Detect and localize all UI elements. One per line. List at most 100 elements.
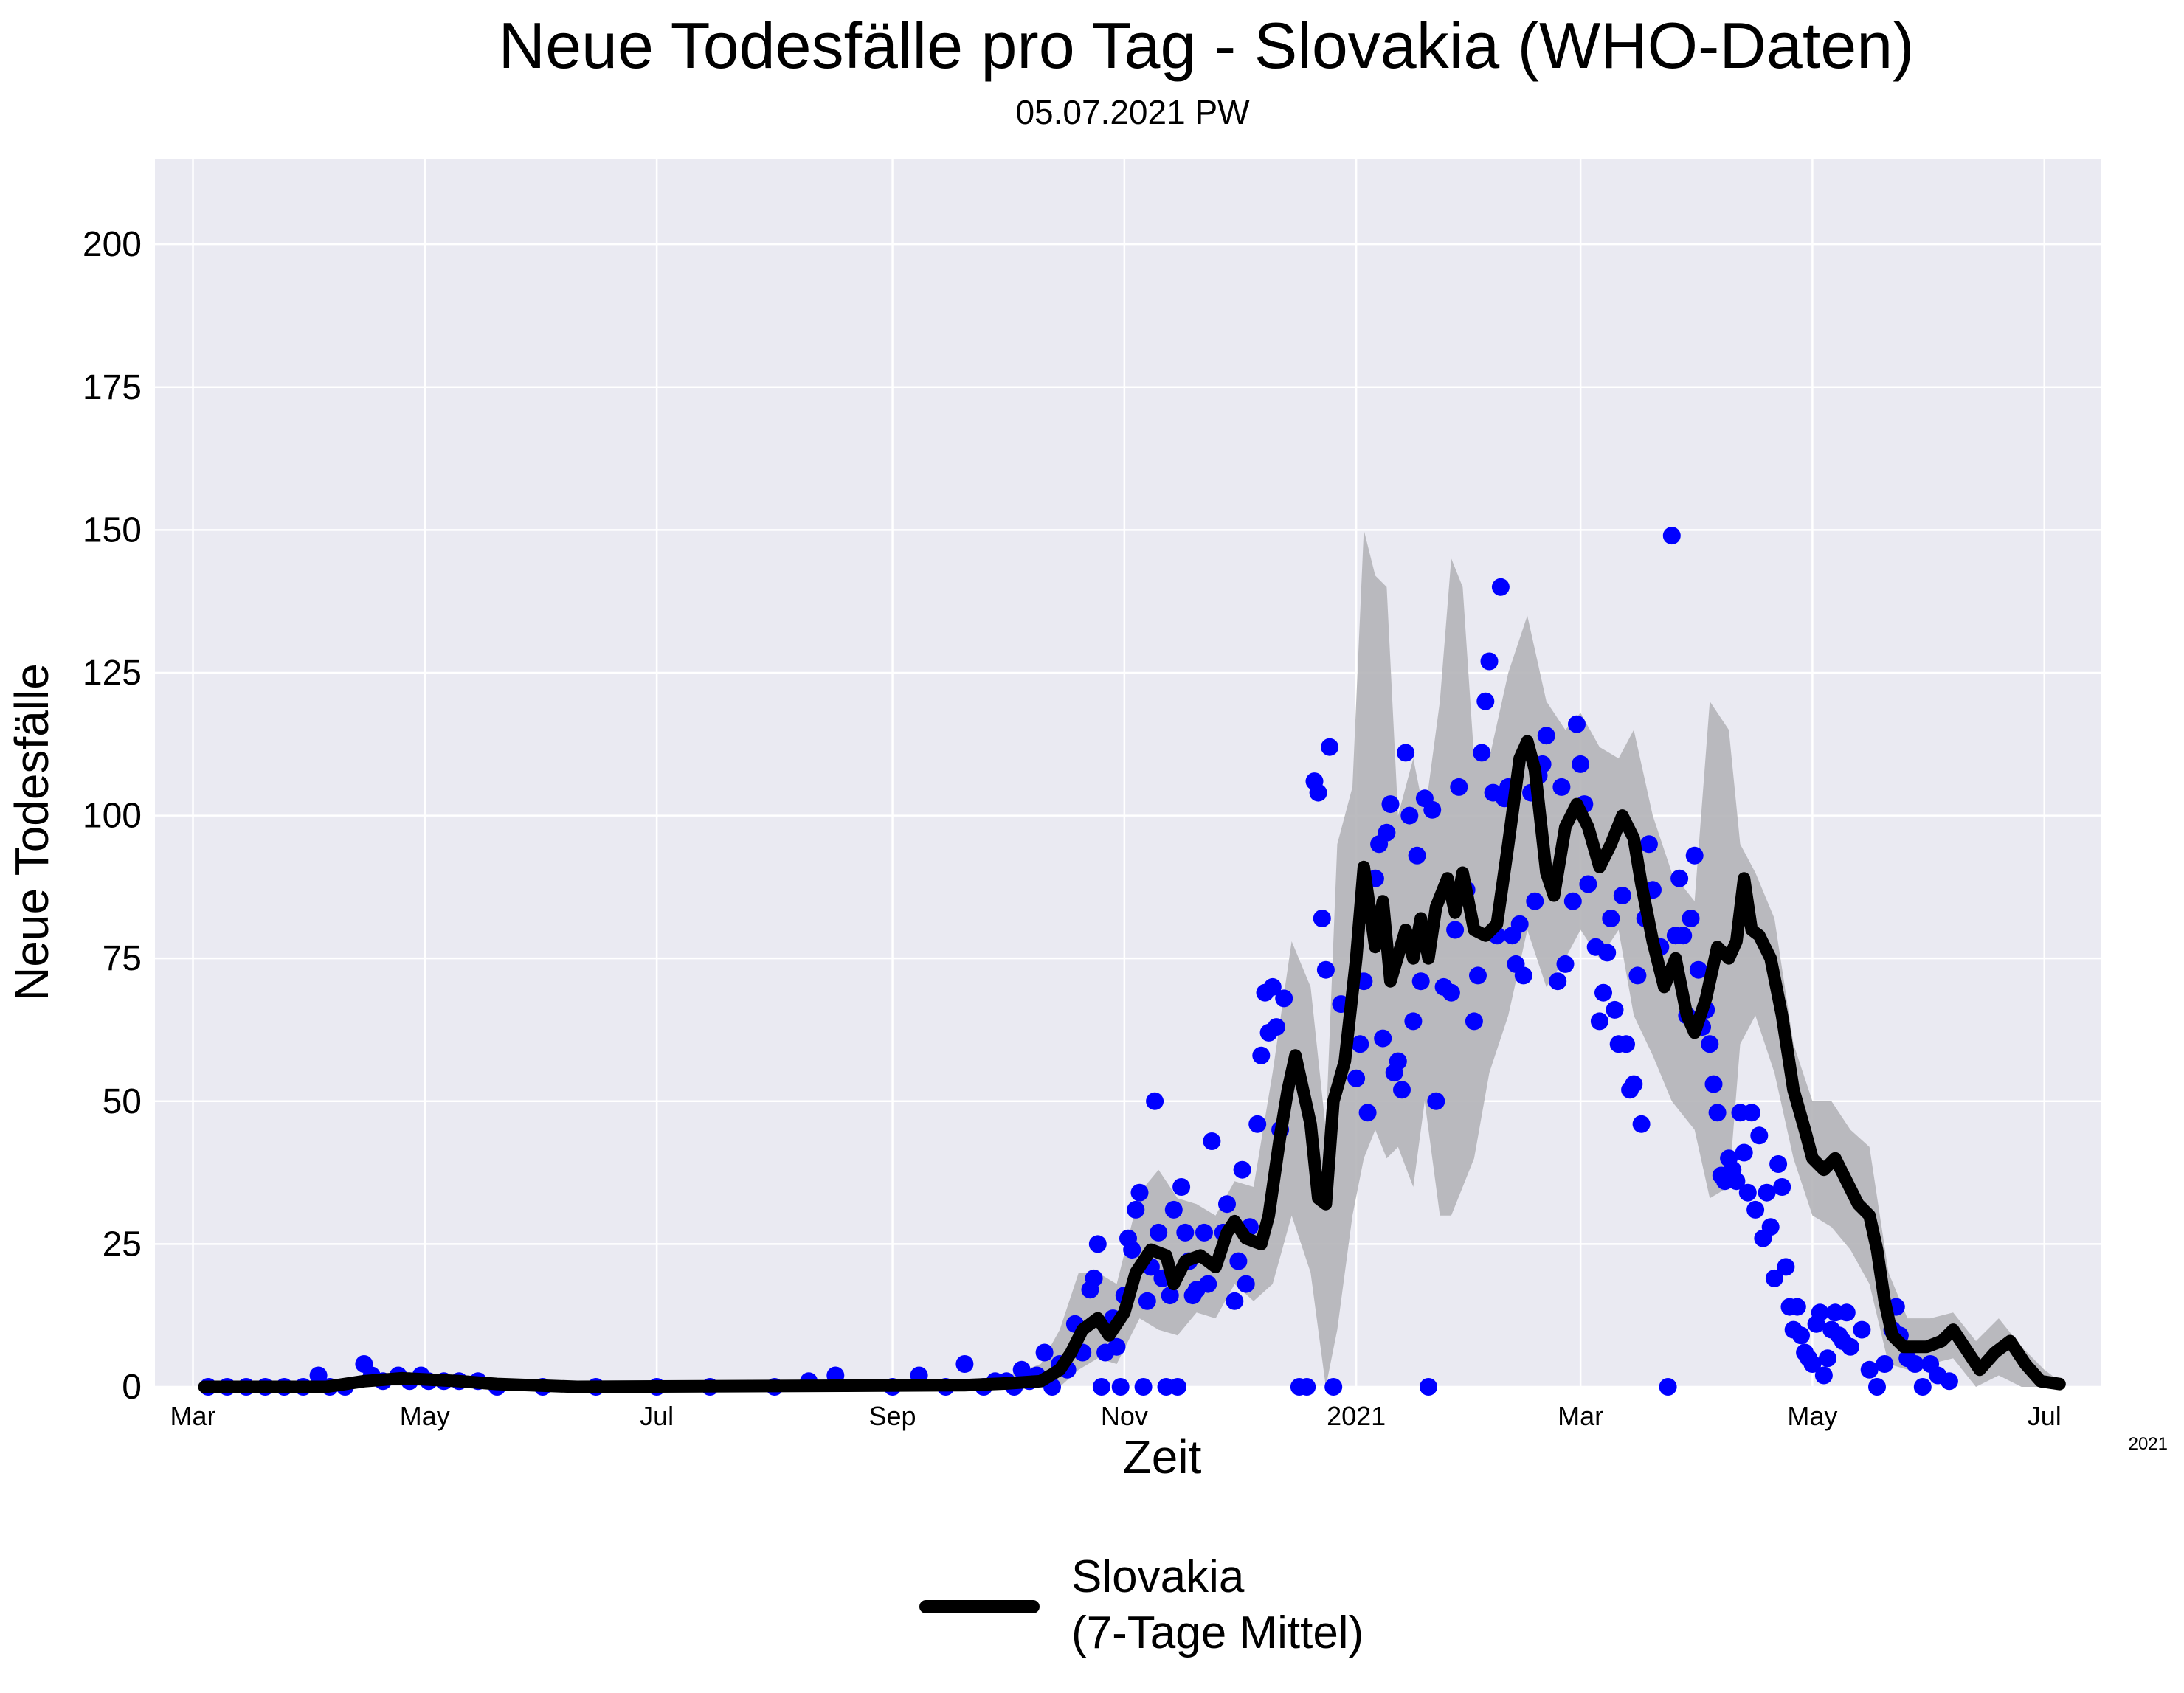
daily-deaths-point [1572, 755, 1590, 773]
daily-deaths-point [1324, 1378, 1343, 1396]
daily-deaths-point [1172, 1178, 1191, 1196]
daily-deaths-point [1689, 960, 1707, 979]
daily-deaths-point [1682, 910, 1700, 927]
daily-deaths-point [1552, 778, 1571, 796]
daily-deaths-point [1275, 989, 1293, 1008]
legend: Slovakia (7-Tage Mittel) [919, 1551, 1364, 1658]
daily-deaths-point [1510, 915, 1529, 933]
daily-deaths-point [1469, 966, 1487, 985]
legend-entry-line2: (7-Tage Mittel) [1071, 1607, 1364, 1658]
daily-deaths-point [1758, 1183, 1776, 1202]
daily-deaths-point [1199, 1275, 1217, 1293]
daily-deaths-point [1563, 892, 1582, 910]
daily-deaths-point [956, 1355, 974, 1373]
y-tick-label: 75 [103, 939, 142, 978]
daily-deaths-point [1404, 1012, 1423, 1031]
daily-deaths-point [1639, 835, 1658, 854]
daily-deaths-point [1400, 806, 1419, 825]
daily-deaths-point [1313, 910, 1331, 927]
daily-deaths-point [1229, 1252, 1248, 1270]
daily-deaths-point [1613, 887, 1631, 904]
daily-deaths-point [1393, 1081, 1411, 1099]
daily-deaths-point [1761, 1218, 1780, 1236]
daily-deaths-point [1708, 1104, 1727, 1122]
daily-deaths-point [1195, 1223, 1213, 1242]
daily-deaths-point [1252, 1046, 1271, 1064]
daily-deaths-point [1568, 715, 1586, 733]
daily-deaths-point [1347, 1069, 1366, 1087]
x-tick-label: Nov [1101, 1401, 1148, 1431]
chart-title: Neue Todesfälle pro Tag - Slovakia (WHO-… [499, 9, 1915, 82]
x-tick-label: Jul [2028, 1401, 2062, 1431]
chart-subtitle: 05.07.2021 PW [1015, 93, 1250, 131]
daily-deaths-point [1803, 1355, 1822, 1373]
daily-deaths-point [1792, 1326, 1810, 1345]
daily-deaths-point [1176, 1223, 1195, 1242]
y-tick-label: 0 [122, 1368, 142, 1407]
variation-band-area [1003, 530, 2060, 1387]
daily-deaths-point [1814, 1366, 1833, 1385]
daily-deaths-point [1203, 1132, 1221, 1150]
daily-deaths-point [1602, 910, 1620, 927]
daily-deaths-point [1940, 1372, 1958, 1391]
daily-deaths-point [1537, 727, 1555, 745]
daily-deaths-point [1514, 966, 1532, 985]
daily-deaths-point [1594, 983, 1612, 1002]
daily-deaths-point [1309, 783, 1327, 802]
daily-deaths-point [1662, 527, 1681, 545]
x-tick-label: May [1787, 1401, 1837, 1431]
x-tick-label: May [400, 1401, 450, 1431]
y-tick-label: 25 [103, 1225, 142, 1264]
daily-deaths-point [1628, 966, 1647, 985]
daily-deaths-point [1138, 1292, 1156, 1310]
daily-deaths-point [1685, 846, 1704, 865]
daily-deaths-point [1267, 1018, 1285, 1036]
x-tick-label: 2021 [1327, 1401, 1386, 1431]
daily-deaths-point [1427, 1092, 1445, 1110]
daily-deaths-point [1788, 1298, 1806, 1316]
daily-deaths-point [1150, 1223, 1168, 1242]
y-axis-label: Neue Todesfälle [5, 663, 58, 1001]
daily-deaths-point [1358, 1104, 1377, 1122]
daily-deaths-point [1233, 1160, 1251, 1179]
daily-deaths-point [1298, 1378, 1316, 1396]
x-tick-label: Mar [1558, 1401, 1603, 1431]
y-tick-label: 100 [83, 797, 142, 836]
daily-deaths-point [1321, 738, 1339, 756]
daily-deaths-point [1868, 1378, 1886, 1396]
daily-deaths-point [1130, 1183, 1149, 1202]
daily-deaths-point [1127, 1200, 1145, 1219]
daily-deaths-point [1476, 692, 1495, 710]
daily-deaths-point [1727, 1172, 1746, 1191]
daily-deaths-point [1374, 1029, 1392, 1048]
daily-deaths-point [1738, 1183, 1757, 1202]
daily-deaths-point [1598, 944, 1617, 962]
daily-deaths-point [1218, 1195, 1236, 1214]
daily-deaths-point [1423, 800, 1442, 819]
daily-deaths-point [1876, 1355, 1894, 1373]
daily-deaths-point [1704, 1075, 1723, 1093]
seven-day-average-path [198, 735, 2066, 1393]
daily-deaths-point [1491, 578, 1510, 596]
daily-deaths-point [1853, 1320, 1871, 1339]
x-tick-label: Sep [869, 1401, 916, 1431]
daily-deaths-point [1606, 1000, 1624, 1019]
daily-deaths-point [1743, 1104, 1760, 1122]
legend-entry-line1: Slovakia [1071, 1551, 1245, 1602]
daily-deaths-point [1226, 1292, 1244, 1310]
daily-deaths-point [1549, 972, 1567, 991]
x-tick-label: Mar [170, 1401, 216, 1431]
daily-deaths-point [1378, 823, 1396, 842]
seven-day-average-line [198, 735, 2066, 1393]
y-tick-label: 125 [83, 654, 142, 693]
daily-deaths-point [1248, 1115, 1267, 1133]
daily-deaths-point [1111, 1378, 1130, 1396]
y-tick-label: 200 [83, 225, 142, 264]
daily-deaths-point [1035, 1343, 1054, 1362]
x-axis-ticks: Mar May Jul Sep Nov 2021 Mar May Jul [170, 1401, 2062, 1431]
daily-deaths-point [1123, 1241, 1141, 1259]
daily-deaths-point [1446, 921, 1465, 939]
daily-deaths-point [1381, 795, 1400, 814]
daily-deaths-point [1625, 1075, 1643, 1093]
